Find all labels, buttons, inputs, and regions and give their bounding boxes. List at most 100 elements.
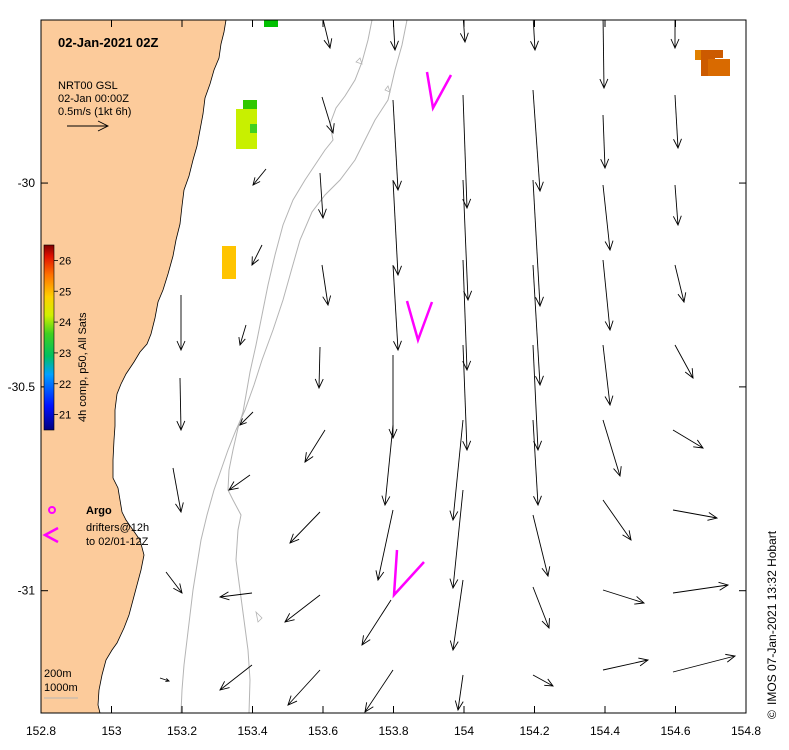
current-arrow (600, 114, 610, 170)
current-arrow (159, 677, 171, 682)
current-arrow (602, 344, 614, 407)
current-arrow (672, 653, 737, 673)
current-arrow (289, 511, 321, 544)
current-arrow (672, 429, 704, 449)
x-tick-label: 154.8 (731, 724, 761, 738)
depth-label-1000m: 1000m (44, 682, 78, 694)
current-arrow (602, 419, 622, 478)
current-arrow (449, 489, 464, 590)
colorbar-label: 4h comp, p50, All Sats (77, 312, 89, 422)
current-arrow (602, 499, 632, 541)
current-arrow (673, 94, 682, 150)
current-vectors (159, 20, 737, 713)
current-arrow (392, 179, 402, 277)
current-arrow (532, 514, 551, 578)
isobath-1000m (180, 20, 408, 713)
current-arrow (239, 411, 254, 426)
current-arrow (674, 264, 687, 304)
current-arrow (602, 259, 614, 332)
credit-text: IMOS 07-Jan-2021 13:32 Hobart (765, 530, 779, 705)
y-tick-label: -30 (18, 176, 36, 190)
current-arrow (172, 467, 184, 514)
current-arrow (392, 264, 402, 352)
current-arrow (176, 377, 186, 432)
x-tick-label: 154.4 (590, 724, 620, 738)
current-arrow (375, 509, 394, 582)
x-tick-label: 152.8 (26, 724, 56, 738)
current-arrow (228, 474, 251, 491)
isobath-200m (227, 20, 373, 713)
current-arrow (454, 674, 464, 712)
current-arrow (314, 346, 324, 390)
x-tick-label: 154.6 (660, 724, 690, 738)
map-title: 02-Jan-2021 02Z (58, 35, 159, 50)
colorbar-gradient (43, 244, 55, 431)
sst-pixels (222, 20, 730, 279)
y-tick-label: -30.5 (8, 380, 36, 394)
current-arrow (304, 429, 326, 463)
drifter-tracks (392, 71, 453, 599)
x-tick-label: 153.6 (308, 724, 338, 738)
current-arrow (287, 669, 321, 706)
current-arrow (532, 264, 544, 387)
current-arrow (532, 89, 544, 193)
y-axis: -30 -30.5 -31 (8, 176, 746, 598)
current-arrow (532, 586, 550, 630)
current-arrow (449, 579, 464, 652)
drifter-track-1 (425, 71, 453, 112)
current-arrow (462, 344, 472, 452)
isobath-detail (255, 57, 391, 623)
current-arrow (672, 581, 730, 594)
current-arrow (532, 344, 542, 452)
current-arrow (219, 664, 253, 691)
colorbar-tick-label: 25 (59, 286, 71, 298)
current-arrow (364, 669, 394, 713)
x-tick-label: 153 (101, 724, 121, 738)
drifter-track-3 (392, 549, 425, 599)
current-arrow (238, 324, 247, 347)
velocity-legend-scale: 0.5m/s (1kt 6h) (58, 106, 131, 118)
current-arrow (532, 179, 544, 308)
colorbar: 21 22 23 24 25 26 4h comp, p50, All Sats (43, 244, 89, 431)
x-tick-label: 154 (454, 724, 474, 738)
current-arrow (672, 509, 719, 521)
current-arrow (532, 419, 542, 507)
copyright-symbol: © (765, 710, 779, 719)
current-arrow (602, 657, 650, 671)
current-arrow (532, 674, 554, 687)
current-arrow (165, 571, 183, 594)
current-arrow (218, 591, 253, 601)
current-arrow (321, 264, 332, 307)
colorbar-tick-label: 21 (59, 410, 71, 422)
current-arrow (602, 589, 646, 605)
current-arrow (321, 96, 335, 135)
velocity-scale-arrow (67, 120, 110, 132)
current-arrow (251, 244, 263, 266)
current-arrow (674, 344, 694, 379)
y-tick-label: -31 (18, 584, 36, 598)
current-arrow (361, 599, 392, 646)
current-arrow (459, 20, 469, 44)
current-arrow (392, 99, 402, 192)
x-tick-label: 153.4 (237, 724, 267, 738)
x-axis: 152.8 153 153.2 153.4 153.6 153.8 154 154.2 154.… (26, 20, 761, 738)
x-tick-label: 154.2 (519, 724, 549, 738)
drifter-track-2 (405, 300, 434, 345)
current-arrow (530, 20, 539, 52)
colorbar-tick-label: 22 (59, 379, 71, 391)
current-arrow (284, 594, 321, 623)
current-arrow (449, 419, 464, 522)
current-arrow (252, 168, 267, 186)
argo-legend-marker (48, 506, 56, 514)
colorbar-tick-label: 24 (59, 317, 71, 329)
argo-legend-label: Argo (86, 505, 112, 517)
current-arrow (318, 172, 327, 220)
current-arrow (599, 20, 609, 90)
current-arrow (462, 179, 473, 302)
colorbar-tick-label: 26 (59, 255, 71, 267)
velocity-legend-time: 02-Jan 00:00Z (58, 93, 129, 105)
current-arrow (381, 424, 394, 507)
drifter-legend-marker (42, 526, 59, 544)
drifter-legend-line2: to 02/01-12Z (86, 536, 149, 548)
